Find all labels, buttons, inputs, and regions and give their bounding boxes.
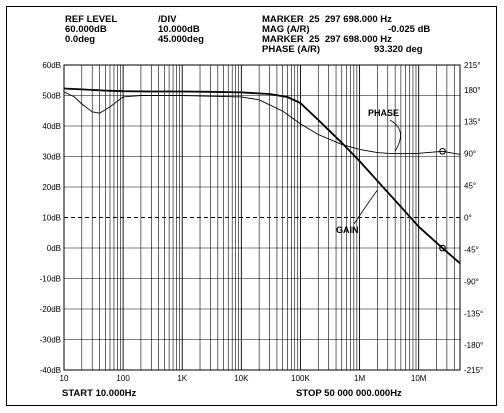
x-tick-label: 10K — [234, 374, 249, 383]
div-label: /DIV — [158, 14, 177, 25]
marker-1-readout: MARKER 25 297 698.000 Hz — [262, 14, 392, 25]
y-right-tick-label: 45° — [464, 182, 476, 191]
y-left-tick-label: 50dB — [42, 92, 61, 101]
y-right-tick-label: -45° — [464, 245, 479, 254]
y-left-tick-label: -40dB — [40, 366, 61, 375]
y-left-tick-label: -10dB — [40, 275, 61, 284]
y-left-tick-label: 40dB — [42, 122, 61, 131]
y-left-tick-label: -20dB — [40, 305, 61, 314]
x-tick-label: 100 — [116, 374, 130, 383]
div-gain: 10.000dB — [158, 24, 200, 35]
y-right-tick-label: -180° — [464, 341, 483, 350]
x-tick-label: 1K — [177, 374, 187, 383]
ref-level-gain: 60.000dB — [65, 24, 107, 35]
y-left-tick-label: -30dB — [40, 336, 61, 345]
mag-value: -0.025 dB — [388, 24, 431, 35]
x-tick-label: 10M — [411, 374, 427, 383]
y-right-tick-label: -90° — [464, 277, 479, 286]
y-left-tick-label: 20dB — [42, 183, 61, 192]
phase-annotation-label: PHASE — [368, 108, 399, 118]
x-tick-label: 10 — [60, 374, 69, 383]
y-left-tick-label: 0dB — [47, 244, 61, 253]
phase-value: 93.320 deg — [374, 44, 423, 55]
x-tick-label: 1M — [354, 374, 365, 383]
marker-2-readout: MARKER 25 297 698.000 Hz — [262, 34, 392, 45]
phase-marker — [439, 147, 446, 155]
y-right-tick-label: 90° — [464, 150, 476, 159]
y-left-tick-label: 10dB — [42, 214, 61, 223]
gain-marker — [439, 244, 446, 252]
div-phase: 45.000deg — [158, 34, 204, 45]
y-right-tick-label: 215° — [464, 61, 481, 70]
y-right-tick-label: -135° — [464, 309, 483, 318]
ref-level-phase: 0.0deg — [65, 34, 96, 45]
y-right-tick-label: 135° — [464, 118, 481, 127]
x-tick-label: 100K — [291, 374, 310, 383]
plot-area-border — [63, 64, 461, 371]
phase-label: PHASE (A/R) — [262, 44, 321, 55]
ref-level-label: REF LEVEL — [65, 14, 118, 25]
stop-frequency: STOP 50 000 000.000Hz — [296, 388, 402, 399]
y-left-tick-label: 60dB — [42, 61, 61, 70]
y-left-tick-label: 30dB — [42, 153, 61, 162]
start-frequency: START 10.000Hz — [62, 388, 137, 399]
gain-annotation-label: GAIN — [336, 225, 359, 235]
mag-label: MAG (A/R) — [262, 24, 310, 35]
plot-frame — [6, 6, 497, 406]
gain-series-line — [63, 87, 461, 264]
y-right-tick-label: -215° — [464, 366, 483, 375]
phase-annotation-leader — [389, 119, 401, 152]
gain-annotation-leader — [353, 189, 378, 225]
y-right-tick-label: 180° — [464, 86, 481, 95]
y-right-tick-label: 0° — [464, 214, 472, 223]
phase-series-line — [63, 91, 461, 155]
